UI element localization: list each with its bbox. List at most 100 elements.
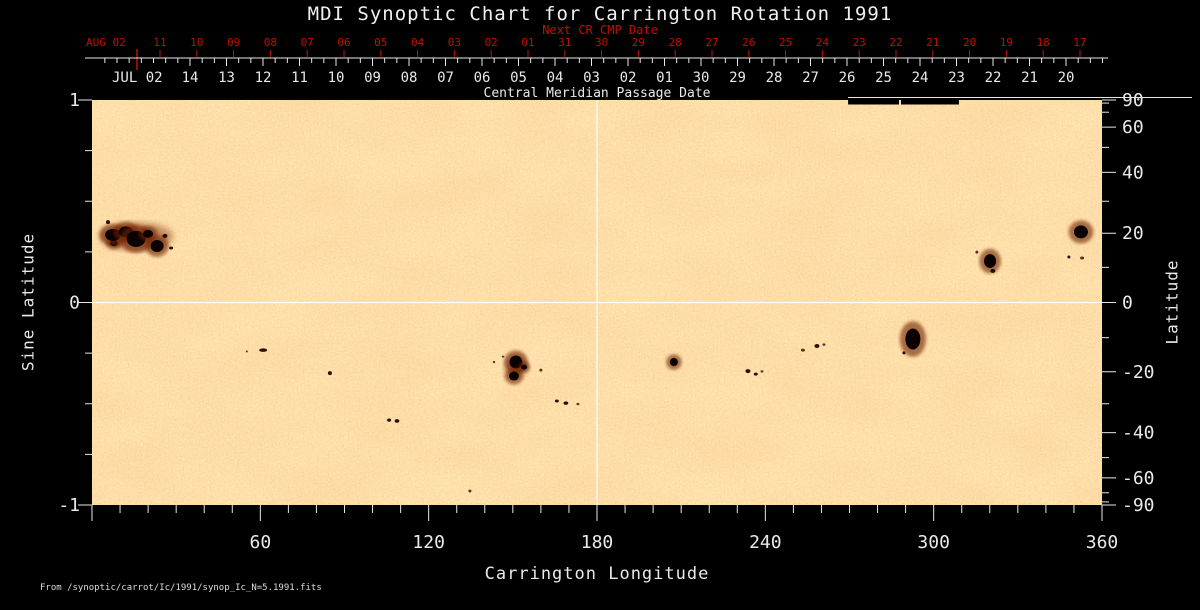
next-cr-day-label: 11: [153, 36, 166, 49]
sunspot-pore: [394, 419, 400, 423]
sunspot-speck: [492, 360, 496, 364]
sunspot-pore: [387, 418, 392, 422]
y-right-axis-title: Latitude: [1162, 259, 1182, 345]
cmp-day-label: 07: [437, 70, 454, 86]
cmp-day-label: 24: [912, 70, 929, 86]
lat-tick-label: 60: [1122, 117, 1144, 138]
polar-data-gap: [848, 100, 899, 105]
sunspot-speck: [975, 250, 979, 254]
lon-tick-label: 60: [249, 532, 271, 553]
cmp-day-label: 14: [182, 70, 199, 86]
sunspot-pore: [563, 401, 569, 405]
sunspot-speck: [539, 368, 543, 372]
next-cr-cmp-date-label: Next CR CMP Date: [542, 23, 658, 37]
sunspot-umbra: [521, 364, 528, 370]
cmp-day-label: 06: [474, 70, 491, 86]
lat-tick-label: 20: [1122, 223, 1144, 244]
next-cr-day-label: 05: [374, 36, 387, 49]
lat-tick-label: -20: [1122, 362, 1155, 383]
sunspot-umbra: [984, 254, 997, 269]
sunspot-speck: [576, 402, 580, 406]
cmp-day-label: 28: [766, 70, 783, 86]
sunspot-umbra: [669, 358, 678, 367]
synoptic-map: [92, 100, 1102, 505]
next-cr-day-label: 20: [963, 36, 976, 49]
sunspot-pore: [105, 220, 110, 225]
chart-title: MDI Synoptic Chart for Carrington Rotati…: [307, 3, 893, 25]
cmp-day-label: 05: [510, 70, 527, 86]
cmp-axis-caption: Central Meridian Passage Date: [484, 86, 711, 101]
sunspot-pore: [327, 371, 332, 376]
cmp-day-label: 08: [401, 70, 418, 86]
cmp-day-label: 11: [291, 70, 308, 86]
cmp-day-label: 10: [328, 70, 345, 86]
sine-tick-label: 1: [69, 90, 80, 111]
next-cr-day-label: 26: [742, 36, 755, 49]
lat-tick-label: 40: [1122, 162, 1144, 183]
source-note: From /synoptic/carrot/Ic/1991/synop_Ic_N…: [40, 583, 322, 593]
sunspot-umbra: [150, 240, 164, 253]
next-cr-day-label: 09: [227, 36, 240, 49]
next-cr-day-label: 01: [521, 36, 534, 49]
lat-tick-label: 90: [1122, 90, 1144, 111]
sunspot-speck: [760, 370, 764, 373]
sunspot-pore: [745, 369, 751, 374]
lon-tick-label: 180: [581, 532, 614, 553]
next-cr-day-label: 04: [411, 36, 425, 49]
sunspot-pore: [1067, 255, 1071, 259]
next-cr-day-label: 27: [705, 36, 718, 49]
cmp-month-label: JUL 02: [112, 70, 163, 86]
sunspot-pore: [259, 348, 268, 352]
next-cr-day-label: 30: [595, 36, 608, 49]
lon-tick-label: 300: [917, 532, 950, 553]
sine-tick-label: -1: [58, 495, 80, 516]
cmp-day-label: 26: [839, 70, 856, 86]
sunspot-speck: [468, 489, 472, 493]
cmp-day-label: 01: [656, 70, 673, 86]
cmp-day-label: 20: [1058, 70, 1075, 86]
next-cr-day-label: 28: [669, 36, 682, 49]
sine-tick-label: 0: [69, 293, 80, 314]
lat-tick-label: -90: [1122, 495, 1155, 516]
cmp-day-label: 02: [620, 70, 637, 86]
lon-tick-label: 360: [1086, 532, 1119, 553]
solar-intensity-map: [92, 100, 1102, 505]
cmp-day-label: 22: [985, 70, 1002, 86]
next-cr-day-label: 22: [889, 36, 902, 49]
next-cr-day-label: 06: [337, 36, 350, 49]
lat-tick-label: 0: [1122, 293, 1133, 314]
next-cr-day-label: 07: [301, 36, 314, 49]
sunspot-pore: [814, 343, 820, 348]
sunspot-speck: [501, 355, 505, 358]
cmp-day-label: 09: [364, 70, 381, 86]
cmp-day-label: 30: [693, 70, 710, 86]
next-cr-day-label: 25: [779, 36, 792, 49]
sunspot-pore: [990, 268, 996, 273]
sunspot-umbra: [1073, 225, 1088, 239]
lon-tick-label: 120: [412, 532, 445, 553]
lon-tick-label: 240: [749, 532, 782, 553]
cmp-day-label: 27: [802, 70, 819, 86]
sunspot-umbra: [508, 371, 519, 381]
sunspot-pore: [902, 351, 906, 355]
cmp-day-label: 04: [547, 70, 564, 86]
next-cr-day-label: 08: [264, 36, 277, 49]
cmp-day-label: 12: [255, 70, 272, 86]
lat-tick-label: -40: [1122, 423, 1155, 444]
next-cr-day-label: 02: [485, 36, 498, 49]
cmp-day-label: 21: [1021, 70, 1038, 86]
cmp-day-label: 13: [218, 70, 235, 86]
next-cr-day-label: 19: [1000, 36, 1013, 49]
cmp-day-label: 23: [948, 70, 965, 86]
next-cr-month-label: AUG 02: [86, 36, 126, 49]
sunspot-pore: [554, 399, 559, 403]
cmp-day-label: 29: [729, 70, 746, 86]
sunspot-speck: [800, 348, 805, 352]
sunspot-pore: [162, 233, 168, 238]
lat-tick-label: -60: [1122, 468, 1155, 489]
next-cr-day-label: 18: [1037, 36, 1050, 49]
next-cr-day-label: 03: [448, 36, 461, 49]
sunspot-umbra: [143, 229, 154, 238]
next-cr-day-label: 23: [853, 36, 866, 49]
